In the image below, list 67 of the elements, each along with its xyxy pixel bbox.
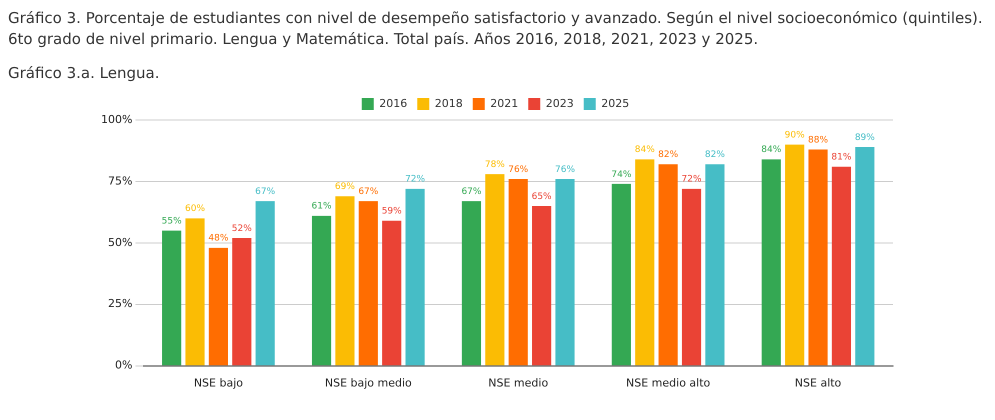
bar xyxy=(855,147,874,366)
data-label: 81% xyxy=(831,152,852,163)
bar xyxy=(232,238,252,366)
bar xyxy=(382,220,402,366)
data-label: 69% xyxy=(334,182,356,192)
data-label: 74% xyxy=(611,170,632,180)
bar xyxy=(635,159,654,366)
bar xyxy=(358,201,378,366)
legend-label: 2025 xyxy=(601,96,630,110)
bar xyxy=(462,201,482,366)
x-tick-label: NSE bajo medio xyxy=(324,376,412,390)
data-label: 88% xyxy=(808,135,828,146)
y-tick-label: 75% xyxy=(108,174,132,188)
bar xyxy=(555,178,575,366)
bar xyxy=(682,188,702,366)
bar xyxy=(508,178,528,366)
y-tick-label: 50% xyxy=(108,236,132,249)
data-label: 89% xyxy=(854,132,876,143)
data-label: 76% xyxy=(554,164,576,175)
data-label: 48% xyxy=(208,234,229,244)
data-label: 61% xyxy=(312,202,332,212)
bar xyxy=(785,144,804,366)
x-tick-label: NSE alto xyxy=(794,376,842,390)
data-label: 65% xyxy=(532,192,552,202)
data-label: 67% xyxy=(358,186,379,197)
chart-title: Gráfico 3. Porcentaje de estudiantes con nivel de desempeño satisfactorio y avanzado. Según el nivel socioeconómico (quintiles). 6to grado de nivel primario. Lengua y Matemática. Total país. Años 2016, 2018, 2021, 2023 y 2025. xyxy=(8,8,983,50)
data-label: 84% xyxy=(761,145,782,156)
data-label: 60% xyxy=(185,204,206,214)
data-label: 82% xyxy=(658,150,679,160)
legend-label: 2021 xyxy=(490,96,518,110)
data-label: 90% xyxy=(784,130,806,140)
bar xyxy=(405,188,425,366)
bar xyxy=(162,230,182,366)
data-label: 72% xyxy=(682,174,702,185)
x-tick-label: NSE medio xyxy=(488,376,548,390)
bar xyxy=(335,196,355,366)
bar xyxy=(658,164,678,366)
data-label: 72% xyxy=(405,174,426,185)
legend-label: 2023 xyxy=(546,96,574,110)
bar xyxy=(612,184,631,366)
bar xyxy=(705,164,724,366)
legend-label: 2016 xyxy=(379,96,408,110)
bar xyxy=(532,206,552,366)
bar xyxy=(762,159,781,366)
x-tick-label: NSE bajo xyxy=(194,376,244,390)
legend-label: 2018 xyxy=(434,96,463,110)
bar xyxy=(185,218,205,366)
bar xyxy=(256,201,275,366)
x-tick-label: NSE medio alto xyxy=(626,376,711,390)
y-tick-label: 100% xyxy=(100,112,132,126)
bar xyxy=(832,166,852,366)
y-tick-label: 0% xyxy=(114,358,132,372)
data-label: 82% xyxy=(704,150,726,160)
data-label: 55% xyxy=(162,216,182,226)
bar xyxy=(312,216,332,366)
data-label: 84% xyxy=(634,145,656,156)
bar xyxy=(208,248,228,366)
data-label: 78% xyxy=(484,160,506,170)
data-label: 67% xyxy=(461,186,482,197)
chart-subtitle: Gráfico 3.a. Lengua. xyxy=(8,64,160,82)
data-label: 59% xyxy=(382,206,402,217)
data-label: 52% xyxy=(232,224,252,234)
bar xyxy=(808,149,828,366)
data-label: 76% xyxy=(508,164,529,175)
data-label: 67% xyxy=(255,186,276,197)
y-tick-label: 25% xyxy=(108,297,132,310)
bar xyxy=(485,174,504,366)
